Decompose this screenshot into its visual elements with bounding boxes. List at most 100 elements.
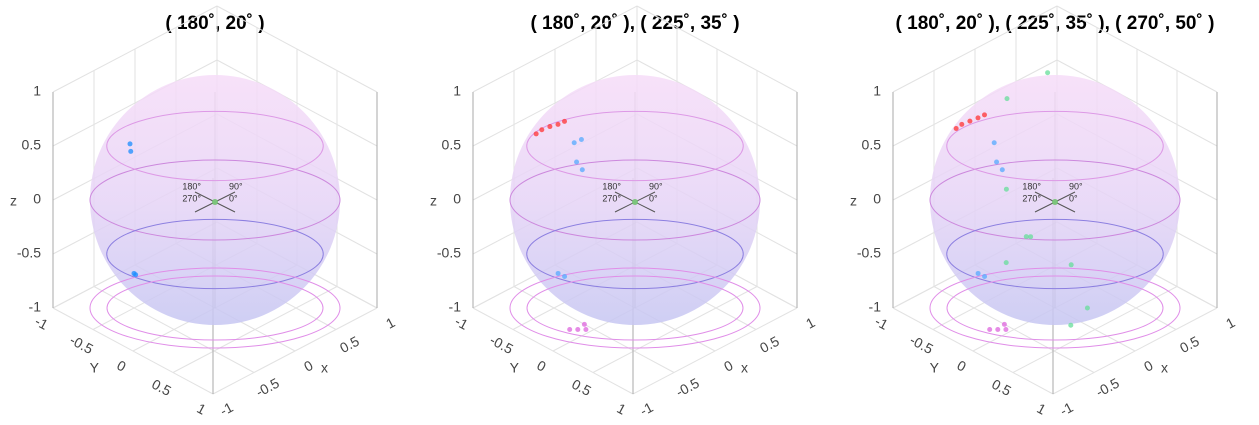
data-point (128, 148, 134, 154)
latitude-circle (946, 110, 1164, 182)
x-tick-label: -0.5 (673, 375, 702, 401)
data-point (994, 159, 1000, 165)
data-point (571, 140, 577, 146)
y-tick-label: 0 (954, 357, 969, 375)
x-tick-label: 1 (1223, 314, 1238, 332)
data-point (1004, 96, 1010, 102)
z-axis-title: z (430, 193, 437, 209)
data-point (562, 118, 567, 124)
z-tick-label: 0.5 (862, 137, 882, 153)
data-point (967, 118, 973, 124)
data-point (1001, 321, 1007, 327)
y-tick-label: 1 (194, 400, 209, 418)
data-point (991, 140, 997, 146)
latitude-circle (526, 110, 744, 182)
y-tick-label: 0.5 (569, 376, 594, 399)
floor-circle (106, 275, 324, 341)
direction-label: 90° (229, 181, 243, 191)
x-tick-label: -0.5 (253, 375, 282, 401)
floor-circle (946, 275, 1164, 341)
z-tick-label: 0.5 (22, 137, 42, 153)
data-point (562, 273, 568, 279)
floor-circle (509, 267, 761, 349)
data-point (1068, 322, 1074, 328)
compass-center (632, 199, 638, 205)
grid-line (172, 286, 338, 373)
x-tick-label: 0.5 (337, 333, 362, 356)
chart-title: ( 180˚, 20˚ ), ( 225˚, 35˚ ), ( 270˚, 50… (896, 13, 1215, 34)
x-tick-label: -1 (1057, 399, 1076, 419)
y-tick-label: -0.5 (907, 332, 936, 358)
y-tick-label: 1 (614, 400, 629, 418)
data-point (982, 112, 987, 118)
y-tick-label: -0.5 (487, 332, 516, 358)
direction-label: 0° (649, 193, 658, 203)
x-tick-label: 1 (383, 314, 398, 332)
data-point (1003, 327, 1009, 332)
data-point (1045, 70, 1051, 76)
x-tick-label: 1 (803, 314, 818, 332)
data-point (575, 327, 581, 332)
z-tick-label: 1 (33, 83, 41, 99)
data-point (999, 167, 1005, 173)
y-tick-label: -1 (452, 313, 471, 333)
z-tick-label: -1 (869, 299, 882, 315)
y-tick-label: 0.5 (989, 376, 1014, 399)
direction-label: 270° (182, 193, 201, 203)
data-point (1084, 305, 1090, 311)
data-point (539, 127, 545, 133)
x-axis-title: x (321, 360, 328, 376)
data-point (1068, 262, 1074, 268)
z-tick-label: -1 (29, 299, 42, 315)
data-point (1028, 234, 1034, 240)
y-axis-title: Y (510, 360, 520, 376)
x-tick-label: 0.5 (757, 333, 782, 356)
data-point (578, 137, 584, 142)
direction-label: 180° (602, 181, 621, 191)
data-point (1003, 260, 1009, 266)
x-tick-label: -0.5 (1093, 375, 1122, 401)
x-tick-label: 0 (721, 357, 736, 375)
grid-line (1012, 286, 1178, 373)
z-tick-label: 0 (33, 191, 41, 207)
direction-label: 180° (182, 181, 201, 191)
latitude-circle (526, 218, 744, 290)
x-axis-title: x (1161, 360, 1168, 376)
floor-circle (89, 267, 341, 349)
data-point (555, 270, 561, 276)
data-point (533, 131, 539, 137)
latitude-circle (89, 159, 341, 241)
compass-center (1052, 199, 1058, 205)
y-axis-title: Y (930, 360, 940, 376)
direction-label: 0° (229, 193, 238, 203)
y-axis-title: Y (90, 360, 100, 376)
data-point (574, 159, 580, 165)
direction-label: 270° (1022, 193, 1041, 203)
latitude-circle (946, 218, 1164, 290)
data-point (579, 167, 585, 173)
x-tick-label: -1 (637, 399, 656, 419)
z-tick-label: -0.5 (17, 245, 41, 261)
data-point (959, 121, 965, 127)
latitude-circle (106, 110, 324, 182)
x-tick-label: 0 (301, 357, 316, 375)
data-point (547, 124, 553, 130)
y-tick-label: 1 (1034, 400, 1049, 418)
data-point (127, 141, 133, 147)
data-point (555, 121, 561, 127)
latitude-circle (509, 159, 761, 241)
z-tick-label: 1 (453, 83, 461, 99)
y-tick-label: 0.5 (149, 376, 174, 399)
z-tick-label: 0 (453, 191, 461, 207)
z-tick-label: 1 (873, 83, 881, 99)
y-tick-label: -0.5 (67, 332, 96, 358)
direction-label: 180° (1022, 181, 1041, 191)
grid-line (212, 307, 378, 395)
data-point (953, 126, 959, 131)
data-point (1023, 234, 1029, 240)
data-point (982, 273, 988, 279)
chart-title: ( 180˚, 20˚ ), ( 225˚, 35˚ ) (530, 13, 739, 34)
grid-line (592, 286, 758, 373)
data-point (131, 270, 137, 276)
